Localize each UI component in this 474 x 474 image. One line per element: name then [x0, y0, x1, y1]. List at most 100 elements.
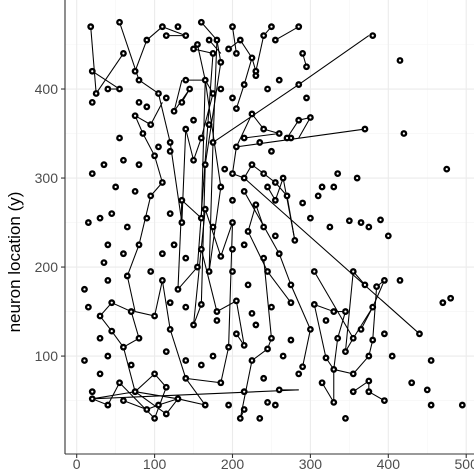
data-point	[147, 268, 155, 275]
data-point	[377, 216, 384, 224]
data-point	[190, 321, 197, 329]
data-point	[248, 54, 256, 62]
data-point	[120, 343, 127, 351]
data-point	[182, 374, 190, 382]
data-point	[147, 121, 155, 129]
data-point	[271, 232, 279, 240]
data-point	[112, 183, 120, 191]
data-point	[381, 397, 388, 404]
data-point	[299, 363, 307, 371]
data-point	[87, 23, 95, 31]
data-point	[92, 90, 100, 97]
connection-segment	[196, 53, 214, 268]
connection-segment	[286, 119, 300, 139]
data-point	[353, 174, 361, 182]
connection-segment	[154, 155, 163, 183]
data-point	[271, 401, 279, 409]
data-point	[131, 388, 139, 396]
data-point	[240, 341, 248, 349]
data-point	[162, 32, 170, 40]
data-point	[299, 50, 307, 57]
data-point	[166, 147, 174, 155]
connection-segment	[200, 249, 218, 312]
data-point	[201, 161, 209, 169]
connection-segment	[352, 355, 370, 375]
data-point	[217, 252, 225, 260]
data-point	[225, 401, 233, 409]
connection-segment	[244, 133, 280, 139]
data-point	[186, 85, 194, 93]
data-point	[123, 223, 131, 231]
data-point	[369, 336, 377, 344]
connection-segment	[255, 204, 265, 228]
data-point	[260, 32, 268, 40]
data-point	[295, 116, 303, 124]
data-point	[326, 223, 334, 231]
connection-segment	[91, 70, 120, 90]
data-point	[116, 85, 123, 93]
data-point	[322, 317, 330, 324]
data-point	[143, 406, 151, 413]
data-point	[295, 23, 303, 31]
connection-segment	[372, 286, 378, 341]
connection-segment	[161, 280, 171, 330]
data-point	[143, 36, 151, 44]
data-point	[334, 170, 342, 177]
data-point	[201, 76, 209, 84]
y-tick-label: 400	[35, 81, 59, 97]
data-point	[217, 85, 225, 93]
data-point	[194, 41, 201, 48]
data-point	[194, 263, 201, 271]
connection-segment	[302, 329, 311, 367]
data-point	[96, 312, 104, 320]
connection-segment	[123, 400, 147, 410]
connection-segment	[236, 128, 366, 148]
connection-segment	[267, 271, 292, 303]
connection-segment	[196, 44, 206, 81]
connection-segment	[216, 300, 237, 313]
data-point	[88, 98, 96, 106]
data-point	[248, 357, 256, 364]
data-point	[209, 90, 217, 97]
data-point	[240, 241, 248, 249]
data-point	[229, 94, 236, 102]
data-point	[162, 94, 170, 102]
data-point	[182, 76, 190, 84]
connection-segment	[130, 311, 140, 339]
connection-segment	[235, 113, 253, 148]
connection-segment	[134, 39, 148, 72]
data-point	[268, 147, 275, 155]
connection-segment	[90, 26, 97, 94]
data-point	[303, 94, 310, 102]
data-point	[108, 299, 116, 307]
data-point	[217, 379, 225, 387]
data-point	[307, 325, 314, 333]
data-point	[104, 401, 112, 409]
data-point	[384, 232, 392, 240]
connection-segment	[360, 306, 374, 330]
connection-segment	[185, 378, 206, 406]
data-point	[127, 308, 135, 315]
connection-segment	[107, 382, 120, 406]
data-point	[174, 395, 182, 403]
data-point	[120, 250, 127, 258]
data-point	[248, 309, 256, 317]
connection-segment	[298, 35, 370, 85]
data-point	[260, 125, 268, 133]
data-point	[236, 414, 244, 422]
data-point	[310, 268, 318, 275]
data-point	[361, 281, 369, 289]
data-point	[330, 366, 338, 373]
data-point	[143, 214, 151, 222]
data-point	[283, 192, 291, 200]
connection-segment	[185, 377, 221, 384]
data-point	[232, 105, 240, 113]
data-point	[100, 161, 108, 169]
data-point	[318, 183, 326, 191]
data-point	[232, 330, 240, 338]
data-point	[116, 18, 123, 26]
data-point	[166, 299, 174, 307]
data-point	[229, 170, 236, 177]
data-point	[307, 114, 314, 121]
connection-segment	[142, 133, 156, 157]
